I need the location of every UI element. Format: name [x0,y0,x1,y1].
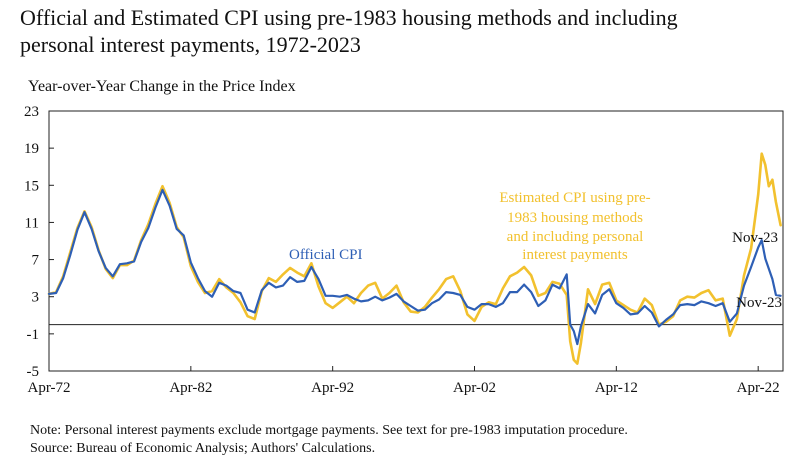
estimated-cpi-annotation-line2: 1983 housing methods [507,210,643,226]
y-tick-label: 15 [24,178,39,194]
chart-title-line2: personal interest payments, 1972-2023 [20,32,361,57]
y-axis-label: Year-over-Year Change in the Price Index [28,78,296,95]
estimated-cpi-line [47,152,782,365]
x-tick-label: Apr-82 [169,380,212,396]
y-tick-label: 7 [32,253,40,269]
y-tick-label: 3 [32,290,40,306]
official-cpi-line [47,188,782,346]
chart-title-line1: Official and Estimated CPI using pre-198… [20,5,678,30]
estimated-cpi-annotation-line1: Estimated CPI using pre- [499,190,650,206]
x-tick-label: Apr-72 [27,380,70,396]
plot-frame [48,110,784,372]
x-tick-label: Apr-02 [453,380,496,396]
y-tick-label: -5 [27,364,40,380]
y-tick-label: -1 [27,327,40,343]
chart-note: Note: Personal interest payments exclude… [30,422,628,458]
x-tick-label: Apr-12 [595,380,638,396]
y-tick-label: 11 [25,215,39,231]
official-nov23-label: Nov-23 [736,295,782,311]
note-line: Note: Personal interest payments exclude… [30,423,628,438]
source-line: Source: Bureau of Economic Analysis; Aut… [30,441,376,456]
y-tick-label: 19 [24,141,39,157]
x-tick-label: Apr-92 [311,380,354,396]
chart-title: Official and Estimated CPI using pre-198… [20,4,780,58]
y-tick-label: 23 [24,104,39,120]
estimated-nov23-label: Nov-23 [732,230,778,246]
x-tick-label: Apr-22 [737,380,780,396]
estimated-cpi-annotation-line4: interest payments [522,247,628,263]
estimated-cpi-annotation-line3: and including personal [507,229,644,245]
official-cpi-annotation: Official CPI [289,247,362,263]
